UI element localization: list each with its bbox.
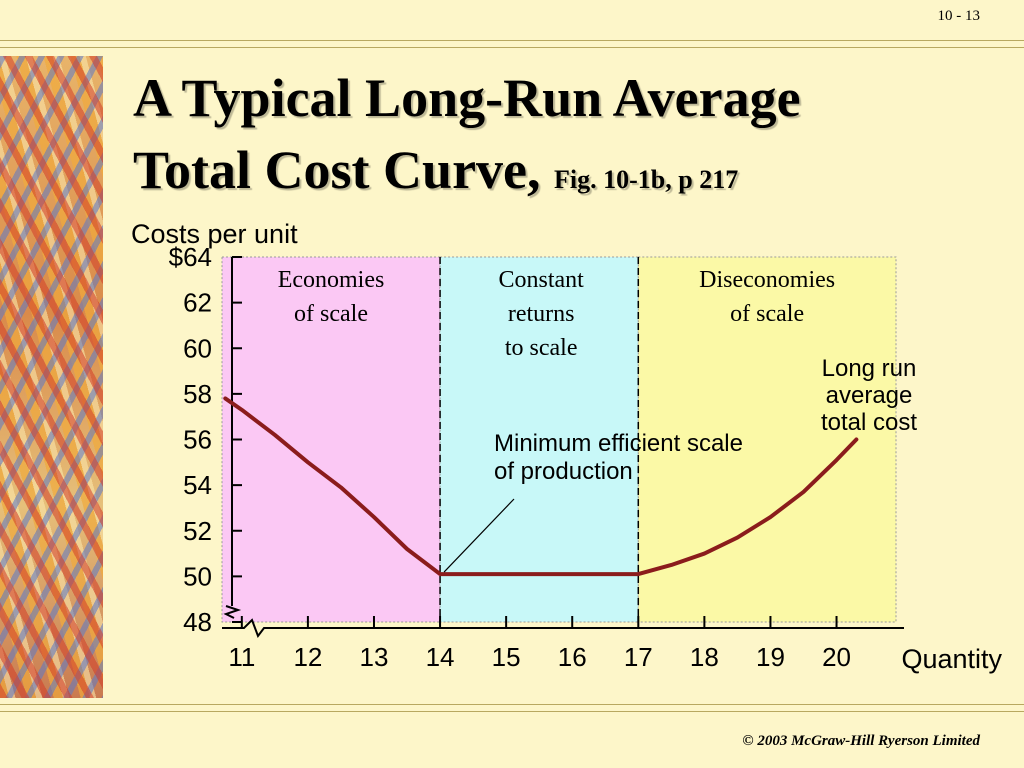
page-title: A Typical Long-Run Average Total Cost Cu… (133, 62, 1013, 216)
curve-label: average (826, 382, 913, 409)
header-rule (0, 40, 1024, 48)
curve-label: Long run (822, 355, 917, 382)
x-tick-label: 14 (426, 642, 455, 672)
region-label-constant: returns (508, 301, 575, 327)
slide-number: 10 - 13 (937, 8, 981, 24)
x-tick-label: 12 (293, 642, 322, 672)
y-tick-label: 50 (183, 561, 212, 591)
x-tick-label: 17 (624, 642, 653, 672)
x-tick-label: 18 (690, 642, 719, 672)
y-tick-label: 62 (183, 288, 212, 318)
y-tick-label: 48 (183, 607, 212, 637)
y-axis-title: Costs per unit (131, 219, 298, 249)
x-tick-label: 11 (228, 642, 255, 672)
title-line-1: A Typical Long-Run Average (133, 68, 801, 128)
region-label-economies: of scale (294, 301, 368, 327)
y-tick-label: 58 (183, 379, 212, 409)
region-label-constant: Constant (499, 267, 585, 293)
region-label-diseconomies: of scale (730, 301, 804, 327)
region-label-constant: to scale (505, 335, 578, 361)
title-line-2-text: Total Cost Curve, (133, 140, 541, 200)
y-tick-label: 52 (183, 516, 212, 546)
x-axis-title: Quantity (901, 644, 1002, 674)
figure-reference: Fig. 10-1b, p 217 (554, 165, 739, 194)
x-tick-label: 16 (558, 642, 587, 672)
y-tick-label: 60 (183, 333, 212, 363)
region-label-diseconomies: Diseconomies (699, 267, 835, 293)
footer-rule (0, 704, 1024, 712)
x-tick-label: 19 (756, 642, 785, 672)
x-axis (222, 618, 904, 639)
region-label-economies: Economies (278, 267, 385, 293)
y-tick-label: $64 (169, 242, 212, 272)
lratc-curve (223, 396, 859, 577)
curve-label: total cost (821, 409, 917, 436)
y-axis-break (223, 605, 242, 619)
x-tick-label: 20 (822, 642, 851, 672)
x-tick-label: 13 (360, 642, 389, 672)
copyright-footer: © 2003 McGraw-Hill Ryerson Limited (742, 733, 980, 749)
title-line-2: Total Cost Curve, Fig. 10-1b, p 217 (133, 134, 1013, 216)
y-tick-label: 54 (183, 470, 212, 500)
decorative-side-art (0, 56, 103, 698)
mes-label: of production (494, 458, 633, 485)
y-tick-label: 56 (183, 425, 212, 455)
mes-pointer-line (443, 498, 515, 573)
x-tick-label: 15 (492, 642, 521, 672)
mes-label: Minimum efficient scale (494, 430, 743, 457)
